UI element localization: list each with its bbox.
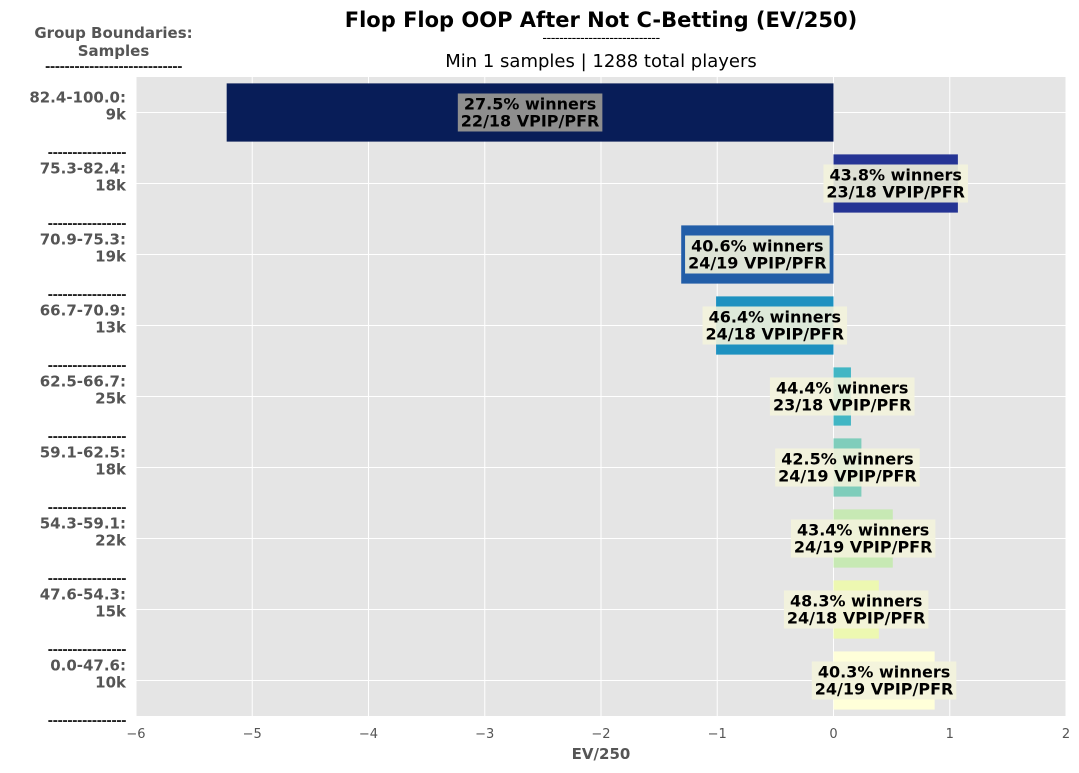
x-tick-label: −4 — [359, 727, 378, 742]
y-tick-samples-label: 18k — [95, 177, 127, 195]
y-tick-range-label: 59.1-62.5: — [40, 444, 126, 462]
annotation-winners: 46.4% winners — [709, 308, 841, 327]
x-tick-label: 0 — [829, 727, 837, 742]
annotation-box — [769, 377, 915, 416]
row-separator: ---------------- — [48, 714, 126, 729]
annotation-vpip-pfr: 24/19 VPIP/PFR — [815, 680, 954, 699]
group-header-line1: Group Boundaries: — [34, 24, 193, 42]
y-tick-range-label: 75.3-82.4: — [40, 160, 126, 178]
y-tick-samples-label: 19k — [95, 248, 127, 266]
annotation-vpip-pfr: 24/19 VPIP/PFR — [794, 538, 933, 557]
x-tick-label: −5 — [243, 727, 262, 742]
y-tick-range-label: 54.3-59.1: — [40, 515, 126, 533]
annotation-winners: 40.6% winners — [691, 237, 823, 256]
title-divider: ---------------------------- — [542, 31, 660, 46]
y-tick-samples-label: 10k — [95, 674, 127, 692]
annotation-winners: 27.5% winners — [464, 95, 596, 114]
y-tick-range-label: 62.5-66.7: — [40, 373, 126, 391]
row-separator: ---------------- — [48, 430, 126, 445]
annotation-vpip-pfr: 22/18 VPIP/PFR — [461, 112, 600, 131]
annotation-winners: 43.8% winners — [829, 166, 961, 185]
x-tick-label: −3 — [475, 727, 494, 742]
row-separator: ---------------- — [48, 146, 126, 161]
annotation-box — [823, 164, 968, 203]
annotation-box — [790, 519, 936, 558]
annotation-vpip-pfr: 23/18 VPIP/PFR — [826, 183, 965, 202]
y-tick-range-label: 0.0-47.6: — [50, 657, 126, 675]
annotation-vpip-pfr: 24/19 VPIP/PFR — [688, 254, 827, 273]
y-tick-samples-label: 13k — [95, 319, 127, 337]
y-tick-samples-label: 25k — [95, 390, 127, 408]
group-header-divider: ---------------------------- — [44, 60, 183, 75]
y-tick-samples-label: 18k — [95, 461, 127, 479]
y-tick-range-label: 66.7-70.9: — [40, 302, 126, 320]
y-tick-samples-label: 22k — [95, 532, 127, 550]
chart-title: Flop Flop OOP After Not C-Betting (EV/25… — [344, 8, 858, 32]
annotation-winners: 48.3% winners — [790, 592, 922, 611]
row-separator: ---------------- — [48, 359, 126, 374]
annotation-box — [775, 448, 920, 487]
x-tick-label: −1 — [708, 727, 727, 742]
annotation-winners: 43.4% winners — [797, 521, 929, 540]
row-separator: ---------------- — [48, 288, 126, 303]
y-tick-range-label: 82.4-100.0: — [29, 89, 126, 107]
annotation-vpip-pfr: 24/19 VPIP/PFR — [778, 467, 917, 486]
x-tick-label: 1 — [946, 727, 954, 742]
x-tick-label: −6 — [126, 727, 145, 742]
row-separator: ---------------- — [48, 643, 126, 658]
annotation-box — [457, 93, 603, 132]
y-tick-samples-label: 15k — [95, 603, 127, 621]
y-tick-samples-label: 9k — [106, 106, 127, 124]
annotation-box — [783, 590, 929, 629]
group-boundaries-header: Group Boundaries: Samples — [12, 24, 215, 60]
annotation-winners: 42.5% winners — [781, 450, 913, 469]
annotation-vpip-pfr: 23/18 VPIP/PFR — [773, 396, 912, 415]
annotation-box — [702, 306, 848, 345]
y-tick-range-label: 70.9-75.3: — [40, 231, 126, 249]
annotation-box — [685, 235, 830, 274]
x-tick-label: −2 — [591, 727, 610, 742]
group-header-line2: Samples — [77, 42, 150, 60]
row-separator: ---------------- — [48, 217, 126, 232]
y-tick-range-label: 47.6-54.3: — [40, 586, 126, 604]
chart-subtitle: Min 1 samples | 1288 total players — [445, 51, 757, 72]
row-separator: ---------------- — [48, 501, 126, 516]
x-axis-label: EV/250 — [572, 745, 631, 763]
annotation-winners: 44.4% winners — [776, 379, 908, 398]
annotation-vpip-pfr: 24/18 VPIP/PFR — [706, 325, 845, 344]
annotation-box — [811, 661, 957, 700]
x-tick-label: 2 — [1062, 727, 1070, 742]
annotation-vpip-pfr: 24/18 VPIP/PFR — [787, 609, 926, 628]
row-separator: ---------------- — [48, 572, 126, 587]
annotation-winners: 40.3% winners — [818, 663, 950, 682]
